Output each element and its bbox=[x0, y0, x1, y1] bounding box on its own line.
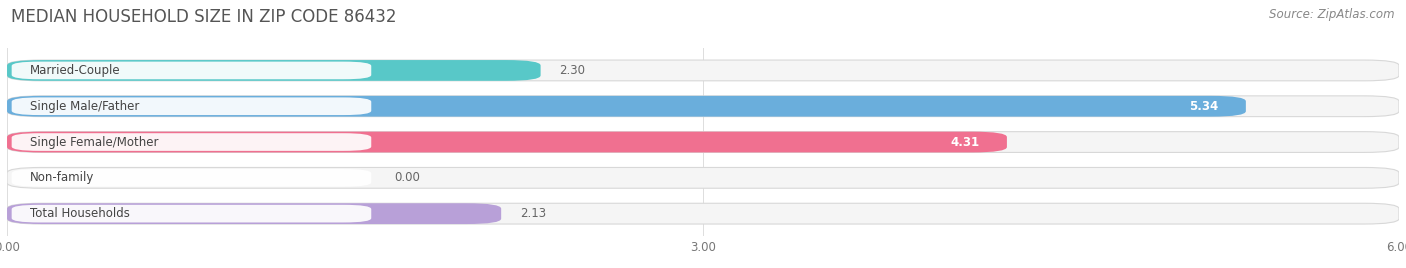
FancyBboxPatch shape bbox=[7, 203, 1399, 224]
Text: 2.30: 2.30 bbox=[560, 64, 585, 77]
Text: Non-family: Non-family bbox=[31, 171, 94, 184]
FancyBboxPatch shape bbox=[7, 132, 1007, 152]
FancyBboxPatch shape bbox=[7, 168, 1399, 188]
Text: 0.00: 0.00 bbox=[395, 171, 420, 184]
FancyBboxPatch shape bbox=[7, 60, 540, 81]
Text: MEDIAN HOUSEHOLD SIZE IN ZIP CODE 86432: MEDIAN HOUSEHOLD SIZE IN ZIP CODE 86432 bbox=[11, 8, 396, 26]
Text: Single Male/Father: Single Male/Father bbox=[31, 100, 139, 113]
Text: 2.13: 2.13 bbox=[520, 207, 546, 220]
FancyBboxPatch shape bbox=[11, 205, 371, 222]
Text: Single Female/Mother: Single Female/Mother bbox=[31, 136, 159, 148]
Text: Total Households: Total Households bbox=[31, 207, 131, 220]
FancyBboxPatch shape bbox=[7, 132, 1399, 152]
Text: 5.34: 5.34 bbox=[1188, 100, 1218, 113]
FancyBboxPatch shape bbox=[11, 62, 371, 79]
FancyBboxPatch shape bbox=[7, 96, 1399, 117]
FancyBboxPatch shape bbox=[7, 60, 1399, 81]
FancyBboxPatch shape bbox=[7, 203, 501, 224]
FancyBboxPatch shape bbox=[11, 133, 371, 151]
FancyBboxPatch shape bbox=[11, 169, 371, 187]
Text: Source: ZipAtlas.com: Source: ZipAtlas.com bbox=[1270, 8, 1395, 21]
Text: 4.31: 4.31 bbox=[950, 136, 979, 148]
FancyBboxPatch shape bbox=[7, 96, 1246, 117]
Text: Married-Couple: Married-Couple bbox=[31, 64, 121, 77]
FancyBboxPatch shape bbox=[11, 97, 371, 115]
